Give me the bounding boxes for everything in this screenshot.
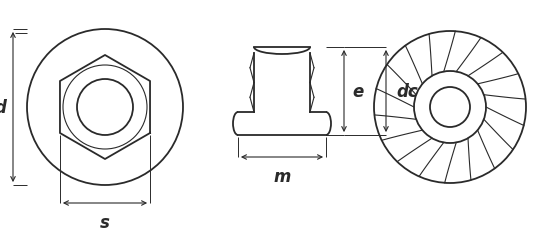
Text: m: m	[273, 167, 291, 185]
Text: e: e	[352, 83, 363, 100]
Text: s: s	[100, 213, 110, 231]
Text: d: d	[0, 99, 6, 116]
Text: dc: dc	[396, 83, 418, 100]
